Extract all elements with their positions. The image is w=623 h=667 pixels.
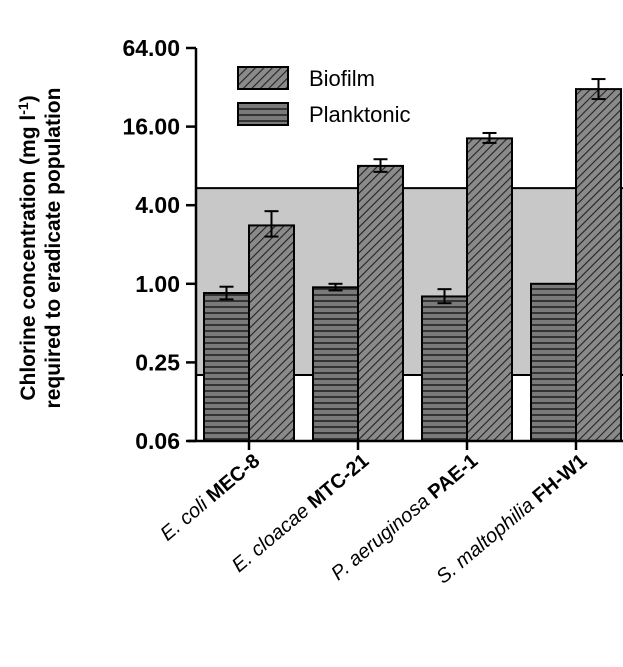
y-axis-label-line1: Chlorine concentration (mg l-1) bbox=[15, 95, 40, 400]
bar-planktonic-4 bbox=[530, 282, 577, 442]
legend-label-planktonic: Planktonic bbox=[309, 102, 411, 127]
y-tick-label: 4.00 bbox=[135, 192, 180, 218]
bar-planktonic-1 bbox=[203, 292, 250, 443]
y-axis-label-line2: required to eradicate population bbox=[42, 88, 65, 409]
axis-layer: 0.06 0.25 1.00 4.00 16.00 64.00 bbox=[122, 35, 623, 454]
bars-layer bbox=[203, 78, 622, 443]
x-category-label-1: E. coli MEC-8 bbox=[156, 450, 264, 545]
y-tick-label: 64.00 bbox=[122, 35, 180, 61]
bar-biofilm-1 bbox=[248, 224, 295, 442]
bar-biofilm-3 bbox=[466, 137, 513, 443]
y-tick-label: 16.00 bbox=[122, 114, 180, 140]
bar-biofilm-4 bbox=[575, 88, 622, 442]
legend-swatch-planktonic bbox=[237, 102, 289, 126]
y-tick-label: 0.06 bbox=[135, 428, 180, 454]
y-tick-label: 1.00 bbox=[135, 271, 180, 297]
bar-planktonic-2 bbox=[312, 286, 359, 442]
bar-planktonic-3 bbox=[421, 295, 468, 443]
y-tick-label: 0.25 bbox=[135, 349, 180, 375]
legend: Biofilm Planktonic bbox=[237, 66, 411, 127]
legend-swatch-biofilm bbox=[237, 66, 289, 90]
bar-biofilm-2 bbox=[357, 164, 404, 442]
legend-label-biofilm: Biofilm bbox=[309, 66, 375, 91]
